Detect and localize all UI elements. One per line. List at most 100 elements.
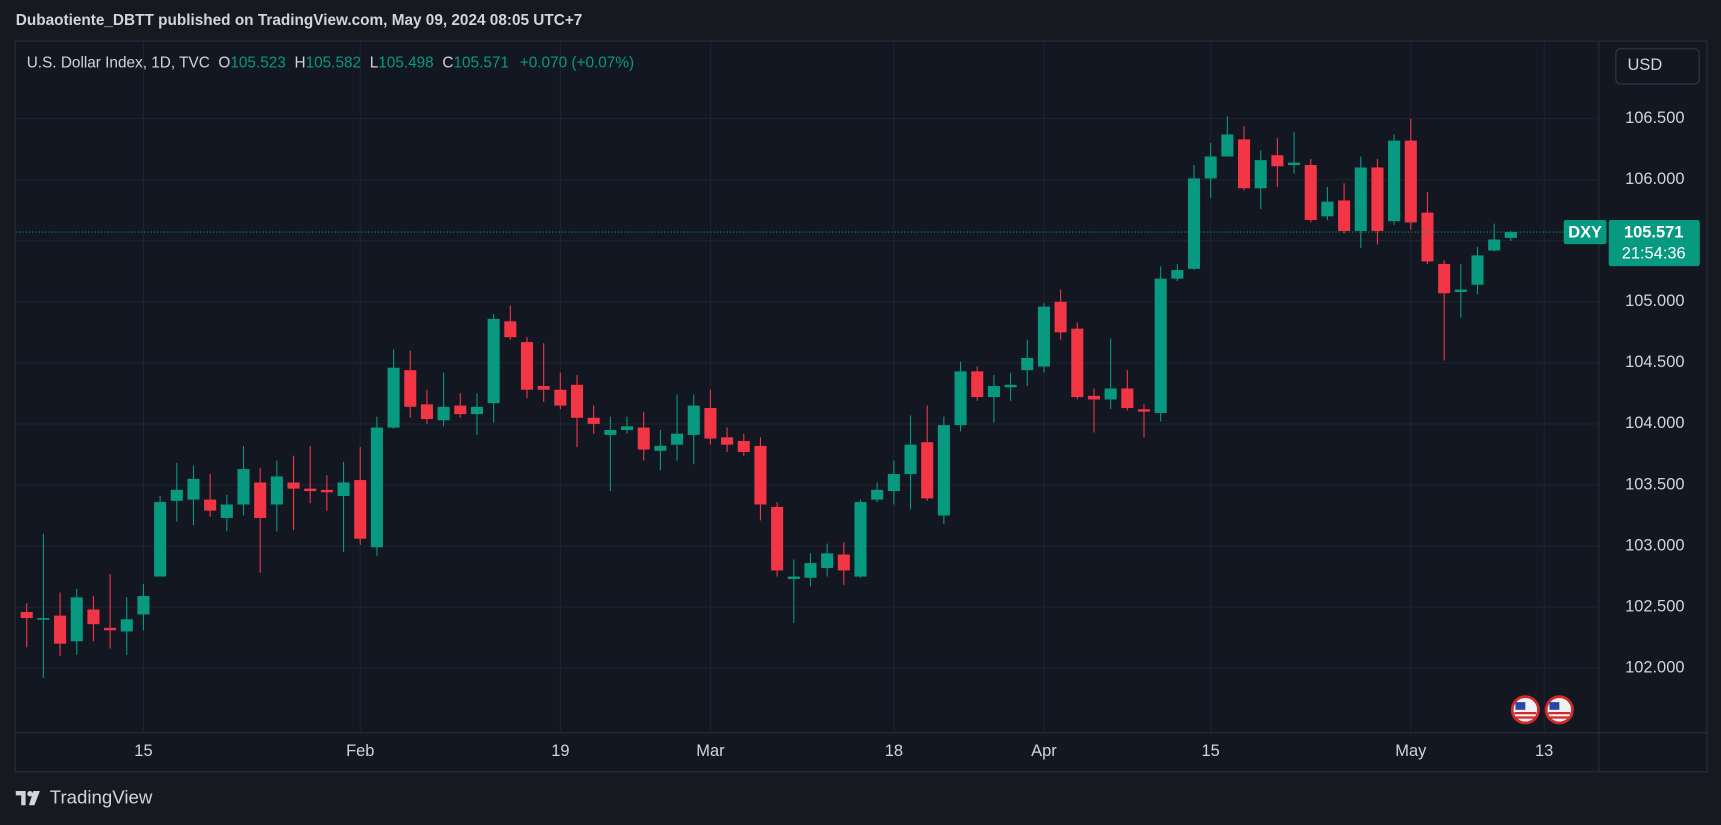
candle-body (437, 406, 450, 421)
candle-body (1504, 232, 1517, 238)
x-tick-label: 13 (1535, 742, 1553, 760)
candle-body (170, 489, 183, 501)
chart-pane (14, 40, 1708, 773)
candle-body (220, 504, 233, 518)
ticker-label: DXY (1568, 224, 1602, 242)
candle-body (1371, 167, 1384, 231)
candle-body (187, 478, 200, 500)
candle-body (1388, 140, 1401, 222)
legend-change: +0.070 (+0.07%) (520, 55, 634, 72)
candle-body (420, 404, 433, 420)
candle-body (1154, 278, 1167, 413)
legend-close: 105.571 (453, 55, 508, 72)
candle-body (1421, 212, 1434, 262)
event-flags (1510, 695, 1574, 725)
candle-body (687, 405, 700, 435)
candle-body (604, 430, 617, 435)
candle-body (470, 406, 483, 415)
candle-body (1087, 395, 1100, 400)
y-tick-label: 103.000 (1625, 536, 1684, 554)
candle-body (1037, 306, 1050, 367)
candle-body (987, 386, 1000, 398)
candle-body (87, 609, 100, 625)
candle-body (904, 444, 917, 474)
candle-body (487, 318, 500, 404)
countdown-label: 21:54:36 (1622, 244, 1686, 262)
candle-body (637, 427, 650, 450)
y-tick-label: 102.000 (1625, 658, 1684, 676)
candle-body (621, 426, 634, 431)
x-tick-label: Mar (696, 742, 725, 760)
candle-body (1137, 409, 1151, 412)
candle-body (370, 427, 383, 548)
flag-canton (1515, 702, 1526, 710)
x-tick-label: 18 (885, 742, 903, 760)
legend-letter: O (218, 55, 230, 72)
candle-body (854, 502, 867, 577)
x-tick-label: Apr (1031, 742, 1057, 760)
candle-body (587, 417, 600, 424)
candle-body (1438, 263, 1451, 294)
candle-body (921, 442, 934, 499)
logo-mark (28, 790, 40, 806)
candle-body (1404, 140, 1417, 223)
y-tick-label: 102.500 (1625, 597, 1684, 615)
legend-letter: L (370, 55, 379, 72)
candle-body (70, 597, 83, 642)
candle-body (404, 370, 417, 407)
y-tick-label: 106.000 (1625, 170, 1684, 188)
candle-body (887, 473, 900, 492)
legend-open: 105.523 (230, 55, 285, 72)
candle-body (137, 596, 150, 615)
candle-body (1071, 328, 1084, 398)
candle-body (537, 386, 550, 390)
y-tick-label: 104.500 (1625, 353, 1684, 371)
candle-body (1454, 289, 1467, 293)
logo-mark (15, 790, 26, 806)
candle-body (654, 445, 667, 451)
candle-body (821, 553, 834, 568)
x-tick-label: Feb (346, 742, 374, 760)
candle-body (787, 576, 800, 579)
candle-body (1171, 270, 1184, 279)
candle-body (287, 482, 300, 489)
candle-body (1204, 156, 1217, 179)
candle-body (1471, 255, 1484, 285)
candle-body (254, 482, 267, 518)
currency-button[interactable] (1615, 48, 1700, 85)
candle-body (237, 469, 250, 505)
candle-body (1338, 200, 1351, 231)
logo-mark (27, 790, 33, 797)
candle-body (1354, 167, 1367, 231)
y-tick-label: 106.500 (1625, 109, 1684, 127)
candle-body (54, 615, 67, 644)
candle-body (387, 367, 400, 428)
candle-body (1054, 301, 1067, 333)
legend: U.S. Dollar Index, 1D, TVC O105.523 H105… (27, 55, 634, 72)
candle-body (754, 445, 767, 505)
candle-body (721, 437, 734, 445)
candle-body (671, 433, 684, 445)
footer-logo (15, 790, 40, 806)
candle-body (554, 389, 567, 406)
candle-body (154, 502, 167, 577)
ticker-badge (1563, 219, 1607, 245)
candle-body (20, 611, 33, 619)
symbol: U.S. Dollar Index, 1D, TVC (27, 55, 210, 72)
candle-body (837, 554, 850, 571)
x-tick-label: 19 (551, 742, 569, 760)
published-header: Dubaotiente_DBTT published on TradingVie… (16, 12, 583, 29)
candle-body (1221, 134, 1234, 157)
candle-body (454, 405, 467, 415)
candle-body (1271, 155, 1284, 167)
candle-body (971, 371, 984, 398)
legend-low: 105.498 (378, 55, 433, 72)
x-tick-label: 15 (134, 742, 152, 760)
currency-label[interactable]: USD (1628, 56, 1663, 74)
candle-body (954, 371, 967, 426)
candle-body (1187, 178, 1201, 269)
last-price-label: 105.571 (1624, 224, 1683, 242)
legend-letter: C (442, 55, 453, 72)
